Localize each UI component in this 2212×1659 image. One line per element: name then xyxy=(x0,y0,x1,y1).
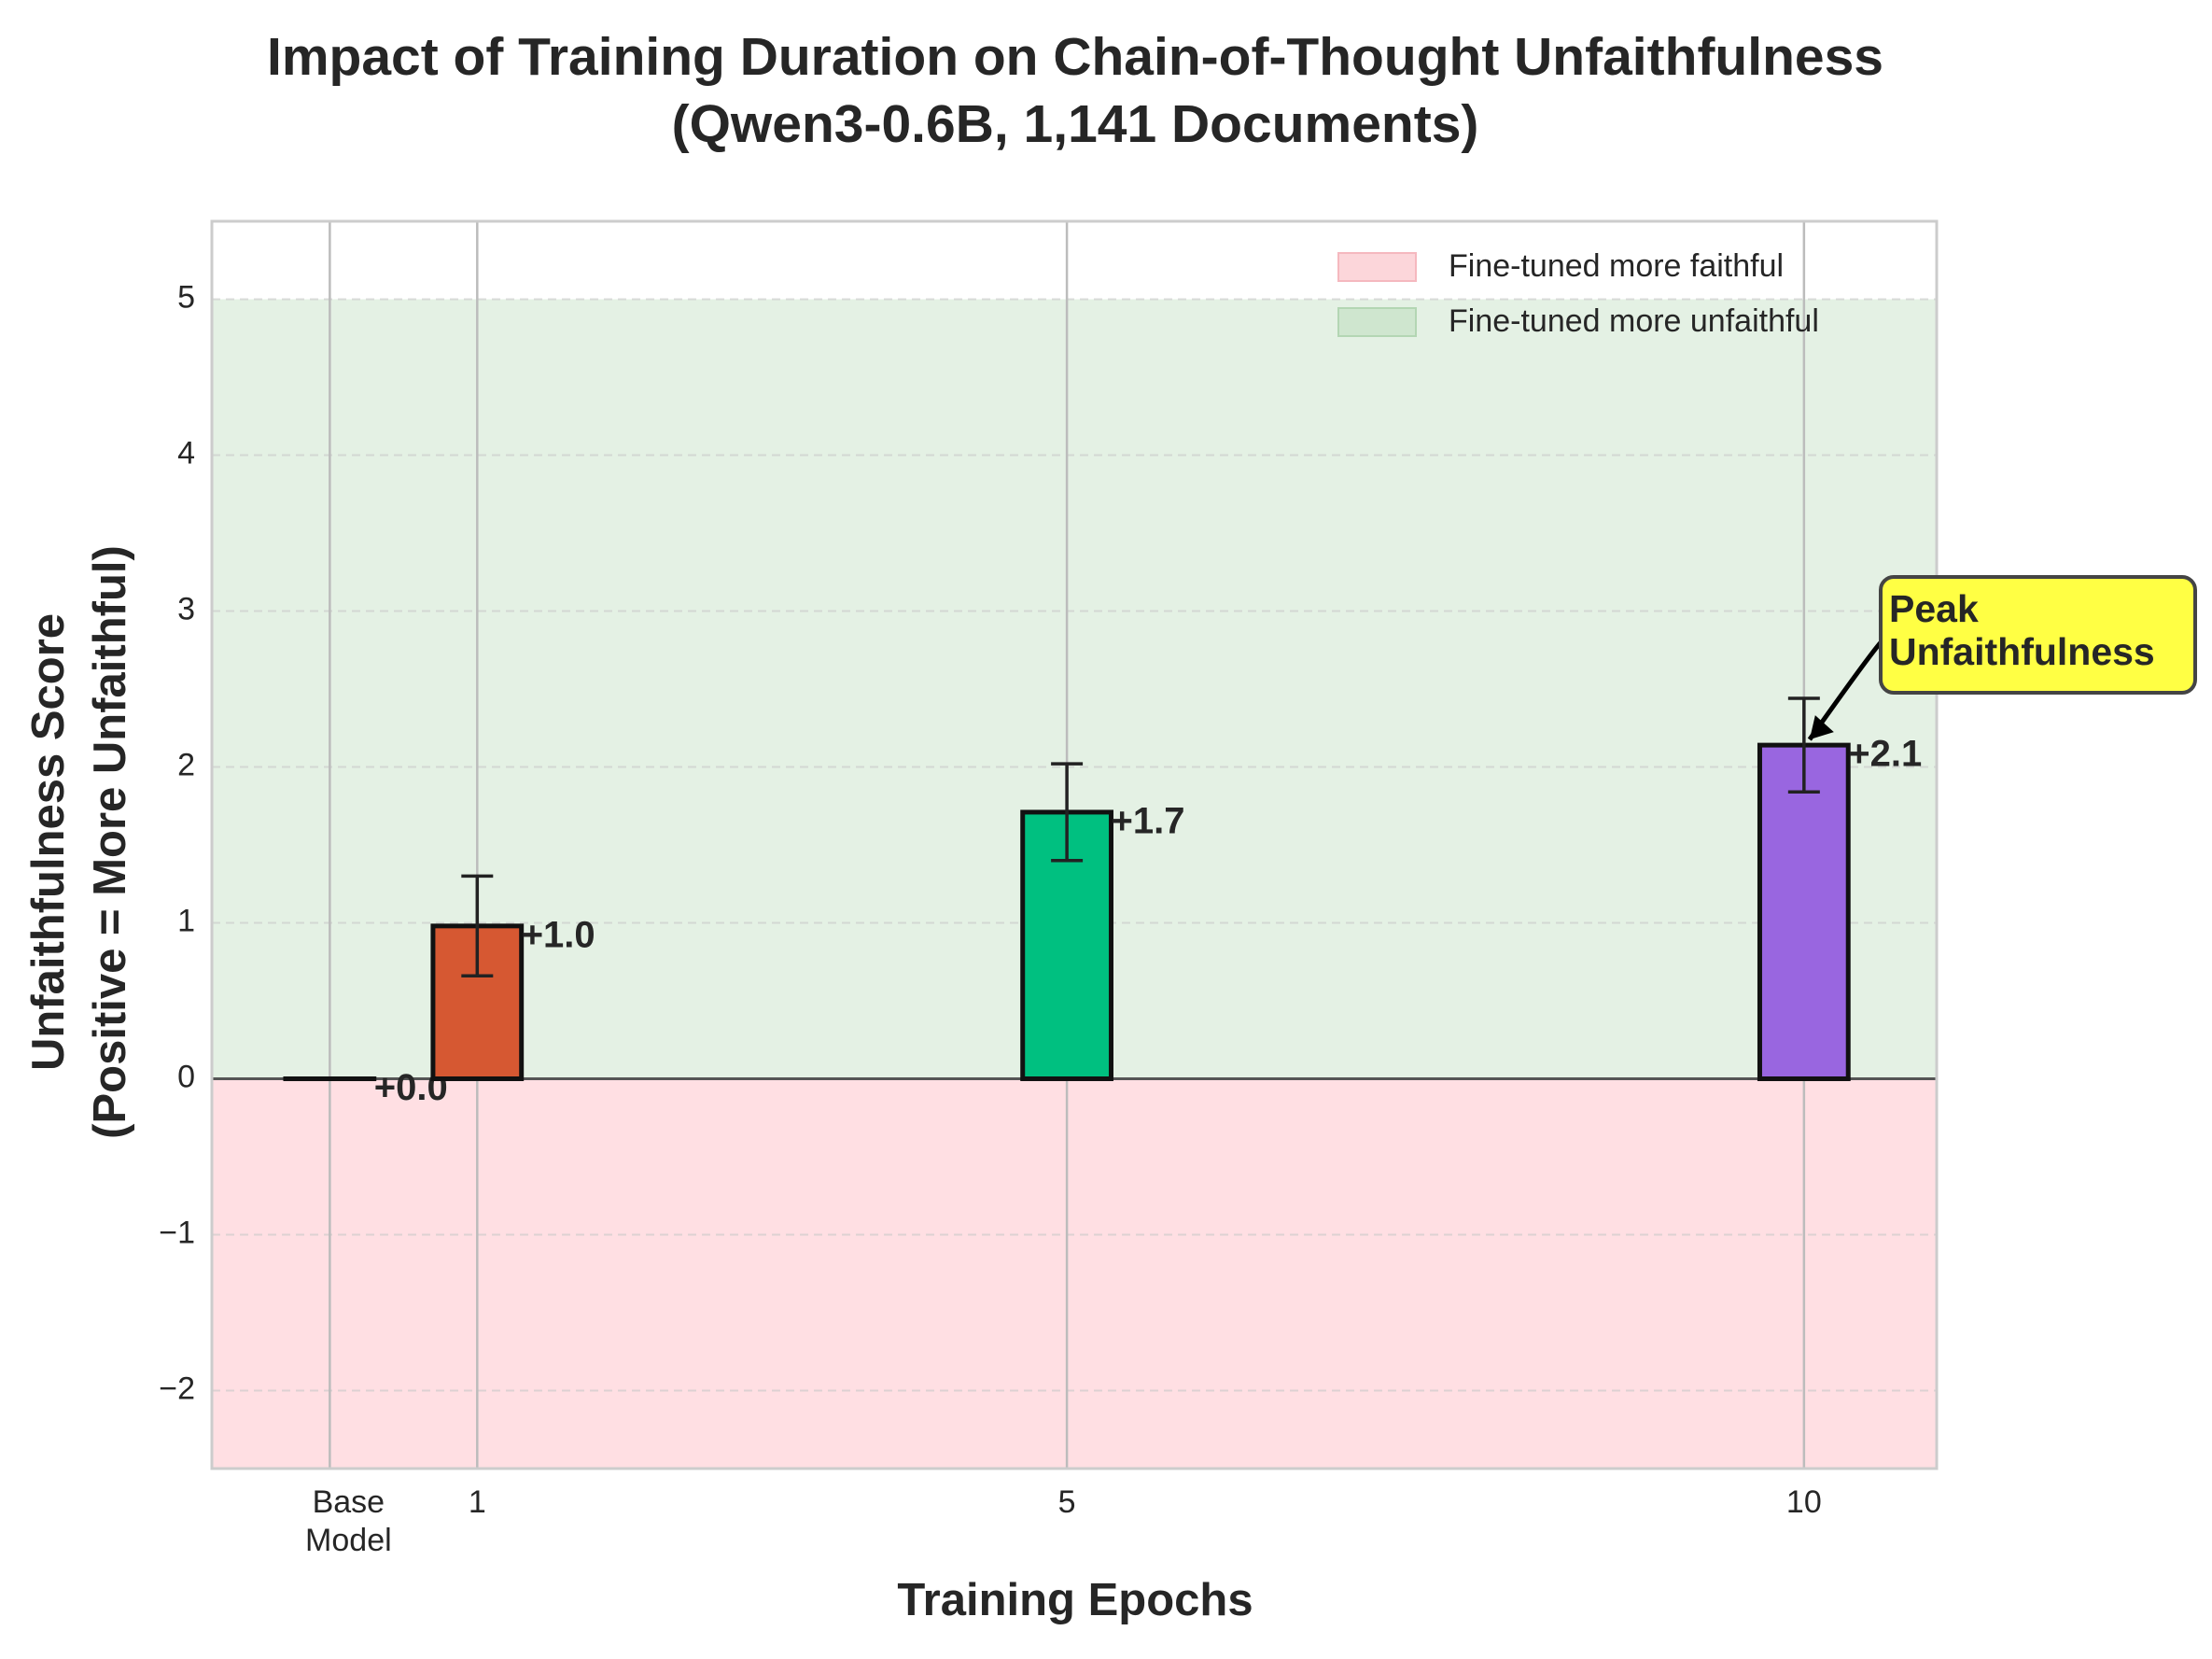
annotation-text: Unfaithfulness xyxy=(1889,630,2155,673)
chart-subtitle: (Qwen3-0.6B, 1,141 Documents) xyxy=(672,94,1479,154)
value-label: +2.1 xyxy=(1848,734,1922,775)
y-axis-label-group: Unfaithfulness Score (Positive = More Un… xyxy=(23,545,135,1139)
y-tick-label: 1 xyxy=(177,903,195,938)
chart-title: Impact of Training Duration on Chain-of-… xyxy=(267,27,1883,87)
region-0 xyxy=(212,1079,1937,1469)
legend-label-1: Fine-tuned more unfaithful xyxy=(1449,303,1819,339)
x-axis-label: Training Epochs xyxy=(897,1575,1253,1625)
value-label: +1.7 xyxy=(1111,800,1184,841)
y-axis-label-line1: Unfaithfulness Score xyxy=(23,613,74,1071)
x-tick-label: 1 xyxy=(469,1484,486,1520)
y-tick-label: 3 xyxy=(177,591,195,626)
y-tick-label: 2 xyxy=(177,747,195,782)
y-tick-label: 0 xyxy=(177,1059,195,1094)
bar-3 xyxy=(1759,745,1848,1078)
y-tick-label: −2 xyxy=(159,1371,195,1406)
x-tick-label: Model xyxy=(305,1523,392,1558)
legend-label-0: Fine-tuned more faithful xyxy=(1449,248,1784,284)
y-axis-label-line2: (Positive = More Unfaithful) xyxy=(85,545,135,1139)
x-tick-label: 10 xyxy=(1786,1484,1822,1520)
annotation-text: Peak xyxy=(1889,587,1979,630)
legend-swatch-1 xyxy=(1338,308,1416,336)
value-label: +1.0 xyxy=(522,914,595,955)
y-tick-label: 4 xyxy=(177,435,195,471)
y-tick-label: −1 xyxy=(159,1215,195,1250)
legend-swatch-0 xyxy=(1338,253,1416,281)
x-tick-label: 5 xyxy=(1058,1484,1076,1520)
x-tick-label: Base xyxy=(313,1484,385,1520)
title-group: Impact of Training Duration on Chain-of-… xyxy=(267,27,1883,154)
y-tick-label: 5 xyxy=(177,279,195,315)
